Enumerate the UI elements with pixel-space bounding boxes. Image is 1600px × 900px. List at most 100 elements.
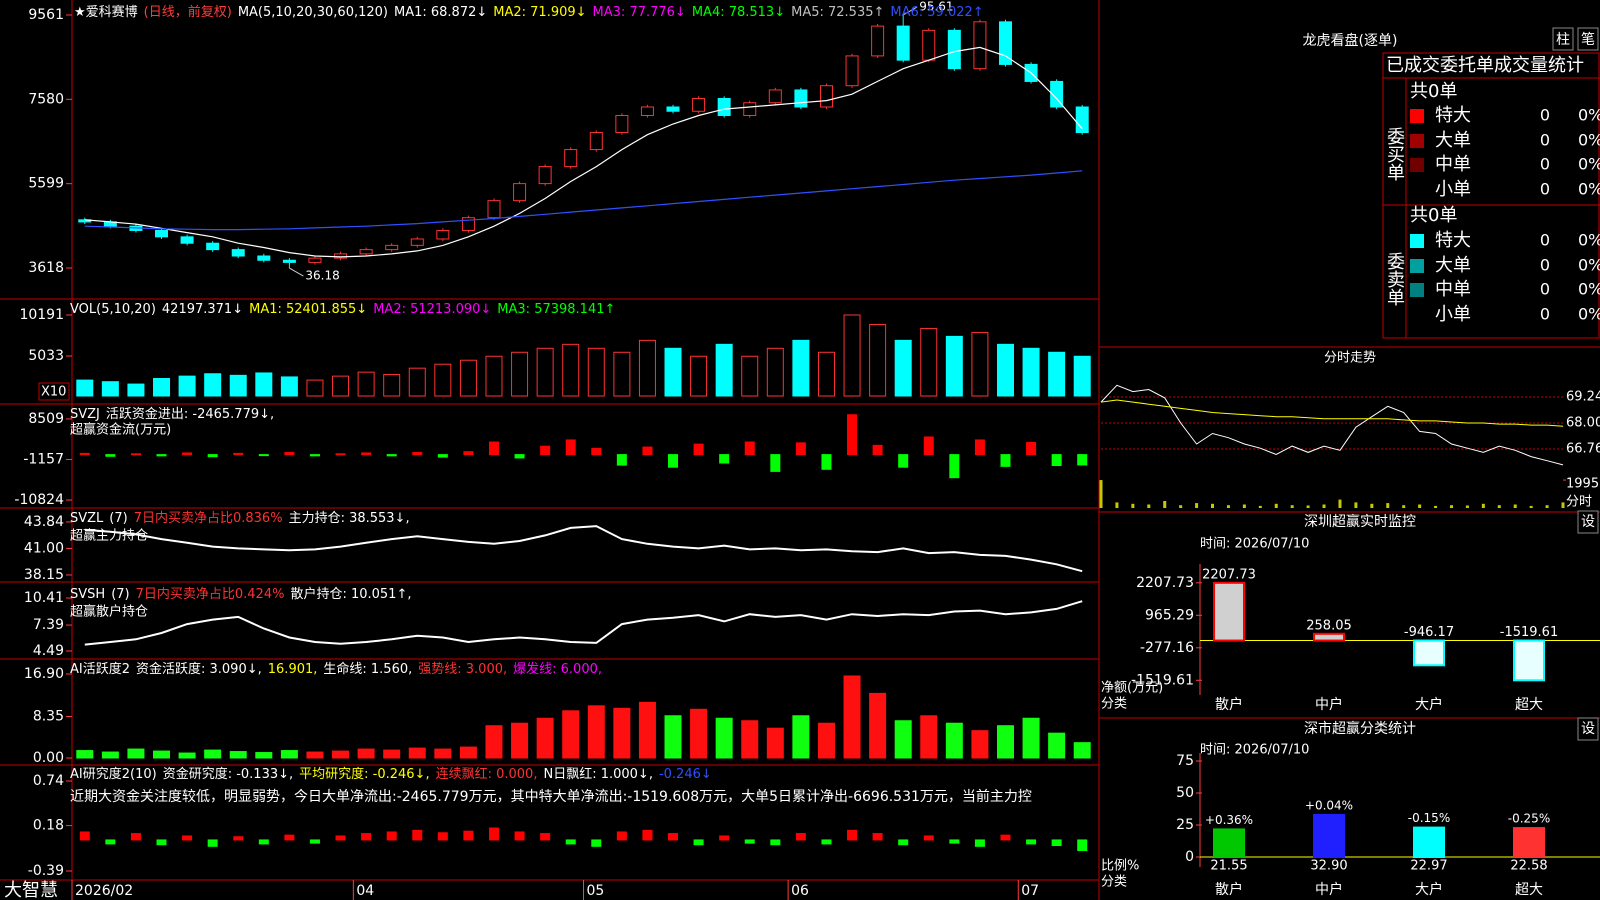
legend-item: (7) [111, 587, 129, 602]
bar [76, 379, 94, 397]
annotation-pointer [289, 267, 304, 277]
volume-bar [1258, 505, 1262, 508]
bar [412, 829, 423, 841]
y-tick-label: 16.90 [24, 666, 64, 682]
bar [514, 831, 525, 841]
bar [76, 750, 94, 759]
x-tick-label: 05 [587, 883, 605, 899]
volume-bar [1481, 503, 1485, 508]
button[interactable] [1552, 27, 1574, 51]
x-axis-label: 分类 [1101, 875, 1127, 890]
bar [741, 720, 759, 759]
button[interactable] [1577, 717, 1599, 741]
row-name: 中单 [1435, 279, 1471, 300]
bar [693, 839, 704, 846]
bar [920, 715, 938, 759]
y-tick-label: 69.24 [1566, 390, 1600, 405]
bar [923, 835, 934, 841]
button-label[interactable]: 设 [1581, 514, 1595, 530]
row-volume: 0 [1540, 256, 1550, 275]
row-name: 小单 [1435, 179, 1471, 200]
candle-body [538, 166, 552, 185]
legend-item: SVZJ [70, 407, 100, 422]
bar [565, 839, 576, 845]
bar [79, 452, 90, 456]
legend-item: 平均研究度: -0.246↓, [299, 766, 429, 782]
bar [182, 835, 193, 841]
volume-bar [1497, 505, 1501, 508]
bar [229, 751, 247, 759]
bar [945, 722, 963, 759]
change-label: +0.04% [1305, 798, 1353, 812]
candle-body [998, 21, 1012, 65]
bar [821, 839, 832, 845]
bar [284, 834, 295, 841]
legend-item: 16.901, [268, 662, 318, 677]
bar [923, 436, 934, 456]
bar [562, 343, 580, 397]
bar [996, 725, 1014, 759]
bar [153, 378, 171, 397]
bar [664, 347, 682, 397]
annotation: 36.18 [305, 269, 339, 283]
y-tick-label: 7580 [28, 91, 64, 107]
volume-bar [1099, 480, 1103, 508]
bar [847, 829, 858, 841]
y-tick-label: 5599 [28, 176, 64, 192]
category-label: 中户 [1315, 696, 1343, 713]
legend-item: 强势线: 3.000, [418, 661, 507, 677]
bar [770, 454, 781, 472]
legend-item: 活跃资金进出: -2465.779↓, [106, 406, 274, 422]
candle-body [973, 21, 987, 70]
bar [693, 443, 704, 456]
candle-body [819, 85, 833, 108]
bar [204, 749, 222, 759]
bar [412, 452, 423, 456]
button[interactable] [1577, 510, 1599, 534]
legend-item: 连续飘红: 0.000, [436, 766, 538, 782]
bar [949, 454, 960, 479]
candle-body [692, 97, 706, 112]
legend-item: 爆发线: 6.000, [513, 661, 602, 677]
bar [204, 373, 222, 397]
candle-body [947, 29, 961, 70]
bar [894, 339, 912, 397]
count: 共0单 [1410, 205, 1457, 226]
swatch [1410, 283, 1424, 297]
bar [540, 833, 551, 841]
bar [437, 832, 448, 841]
category-label: 大户 [1415, 696, 1443, 713]
bar [898, 839, 909, 846]
bar [79, 831, 90, 841]
bar [1051, 839, 1062, 847]
volume-bar [1545, 505, 1549, 508]
button-label[interactable]: 柱 [1556, 32, 1570, 48]
swatch [1410, 259, 1424, 273]
y-axis-label: 净额(万元) [1101, 681, 1163, 696]
bar [843, 314, 861, 397]
volume-bar [1529, 505, 1533, 508]
bar [386, 454, 397, 457]
bar [843, 675, 861, 759]
bar [642, 446, 653, 456]
row-percent: 0% [1578, 131, 1600, 150]
bar [872, 833, 883, 841]
bar [306, 751, 324, 759]
bar [587, 347, 605, 397]
button-label[interactable]: 笔 [1581, 32, 1595, 48]
volume-bar [1290, 505, 1294, 508]
bar [309, 839, 320, 844]
button-label[interactable]: 设 [1581, 721, 1595, 737]
volume-bar [1561, 502, 1565, 508]
row-name: 特大 [1435, 230, 1471, 251]
category-label: 散户 [1215, 881, 1243, 898]
x-tick-label: 04 [356, 883, 374, 899]
bar [408, 367, 426, 397]
button[interactable] [1577, 27, 1599, 51]
bar [332, 375, 350, 397]
row-name: 特大 [1435, 105, 1471, 126]
bar [233, 452, 244, 456]
bar [974, 439, 985, 456]
